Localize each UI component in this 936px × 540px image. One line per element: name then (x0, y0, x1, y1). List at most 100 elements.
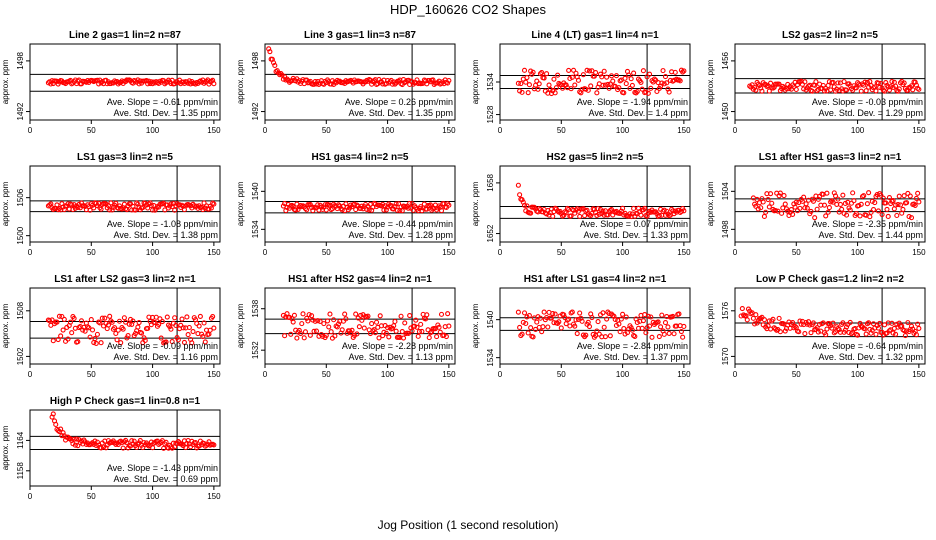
data-point (842, 200, 848, 207)
x-tick-label: 100 (616, 248, 630, 257)
slope-annotation: Ave. Slope = -0.03 ppm/min (812, 97, 923, 107)
data-point (438, 311, 445, 317)
y-tick-label: 1534 (251, 220, 260, 238)
data-point (107, 207, 113, 213)
data-point (184, 314, 190, 320)
data-point (877, 320, 883, 327)
data-point (536, 81, 542, 87)
y-tick-label: 1498 (16, 51, 25, 69)
stddev-annotation: Ave. Std. Dev. = 1.29 ppm (819, 108, 923, 118)
data-point (515, 309, 521, 315)
data-point (823, 213, 829, 219)
panel-title: HS1 gas=4 lin=2 n=5 (312, 152, 409, 163)
data-point (130, 318, 136, 324)
data-point (620, 205, 626, 211)
data-point (631, 70, 637, 76)
data-point (848, 331, 855, 337)
data-point (897, 202, 904, 208)
x-tick-label: 0 (498, 370, 503, 379)
data-point (206, 206, 212, 212)
data-point (148, 203, 154, 209)
y-tick-label: 1502 (16, 347, 25, 365)
y-tick-label: 1534 (486, 73, 495, 91)
data-point (776, 193, 782, 199)
data-point (548, 315, 555, 321)
x-tick-label: 50 (792, 126, 801, 135)
x-tick-label: 150 (677, 126, 691, 135)
data-point (145, 442, 151, 448)
data-point (765, 323, 771, 329)
data-point (759, 88, 765, 94)
x-tick-label: 100 (146, 370, 160, 379)
data-point (74, 436, 80, 442)
data-point (808, 208, 814, 214)
data-point (665, 324, 671, 330)
data-point (141, 335, 147, 341)
data-point (651, 76, 658, 82)
data-point (138, 330, 145, 336)
data-point (120, 445, 126, 451)
data-point (415, 333, 421, 339)
data-point (558, 325, 564, 331)
data-point (343, 316, 349, 322)
data-point (662, 74, 669, 80)
data-point (841, 79, 847, 85)
x-tick-label: 50 (87, 370, 96, 379)
data-point (207, 327, 213, 333)
data-point (790, 320, 796, 326)
data-point (575, 316, 582, 322)
data-point (646, 71, 653, 77)
data-point (680, 334, 686, 340)
data-point (315, 318, 321, 324)
data-point (530, 69, 536, 75)
data-series (45, 200, 217, 213)
data-point (758, 205, 764, 211)
data-point (351, 201, 358, 207)
data-point (843, 212, 850, 218)
data-point (50, 411, 56, 417)
data-point (829, 325, 835, 331)
data-point (541, 75, 547, 81)
data-point (53, 421, 59, 427)
data-point (418, 321, 424, 327)
data-point (323, 332, 329, 338)
x-tick-label: 50 (87, 492, 96, 501)
panel-title: Line 3 gas=1 lin=3 n=87 (304, 30, 416, 41)
data-point (853, 85, 859, 91)
data-point (361, 325, 367, 331)
data-point (551, 76, 557, 82)
data-point (59, 313, 65, 320)
data-point (552, 90, 558, 96)
data-point (519, 331, 525, 337)
data-point (666, 330, 672, 336)
data-point (664, 208, 670, 214)
data-point (583, 86, 589, 92)
data-point (55, 336, 61, 343)
data-point (866, 320, 872, 326)
data-point (872, 200, 878, 206)
data-point (661, 81, 667, 87)
data-point (142, 337, 148, 343)
panel-title: HS1 after LS1 gas=4 lin=2 n=1 (524, 274, 667, 285)
data-point (821, 202, 828, 208)
plot-frame (734, 287, 926, 365)
data-point (358, 312, 364, 318)
data-point (67, 319, 74, 325)
data-point (124, 440, 130, 446)
data-point (606, 310, 612, 317)
x-tick-label: 150 (442, 248, 456, 257)
data-point (642, 205, 648, 211)
panel-title: LS1 after HS1 gas=3 lin=2 n=1 (759, 152, 902, 163)
data-point (282, 333, 288, 339)
data-point (916, 86, 922, 92)
data-point (656, 333, 662, 340)
data-point (890, 84, 896, 90)
data-point (78, 318, 85, 324)
panel-title: Line 2 gas=1 lin=2 n=87 (69, 30, 181, 41)
data-point (660, 68, 666, 74)
data-point (383, 330, 389, 336)
data-point (80, 327, 86, 333)
data-point (670, 313, 676, 320)
data-point (810, 320, 817, 326)
data-point (780, 83, 786, 89)
